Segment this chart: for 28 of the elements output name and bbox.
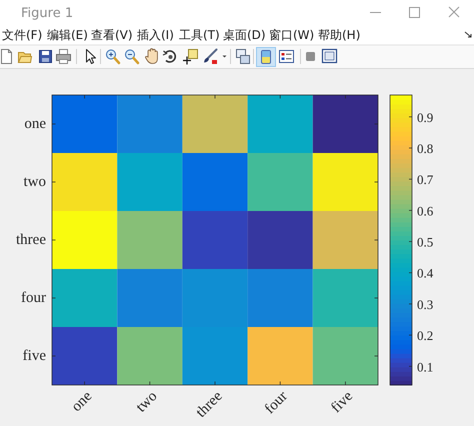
y-tick-label: four [21,290,46,306]
text: 文件(F) [2,28,42,42]
color-bar-label: 0.8 [417,140,434,156]
text: 插入(I) [137,28,174,42]
text: 工具(T) [179,28,220,42]
color-bar-label: 0.3 [417,296,434,312]
color-bar-label: 0.6 [417,202,434,218]
y-tick-label: five [22,348,46,364]
color-bar-label: 0.2 [417,328,434,343]
x-tick-label: four [262,388,291,418]
text: 桌面(D) [223,28,266,42]
text: 编辑(E) [47,28,88,42]
x-tick-label: one [68,388,96,415]
color-bar-label: 0.5 [417,234,434,250]
y-tick-label: three [16,232,46,248]
x-tick-label: three [193,388,226,421]
color-bar-label: 0.1 [417,358,434,374]
color-bar-label: 0.9 [417,109,434,124]
caption: Figure 1 [21,6,74,20]
text: 窗口(W) [269,28,314,42]
x-tick-label: two [133,388,160,416]
color-bar-label: 0.7 [417,172,434,187]
text: 查看(V) [91,28,133,42]
y-tick-label: one [24,116,46,132]
y-tick-label: two [24,174,46,190]
text: 帮助(H) [318,28,360,42]
x-tick-label: five [328,388,356,416]
color-bar-label: 0.4 [417,265,434,280]
